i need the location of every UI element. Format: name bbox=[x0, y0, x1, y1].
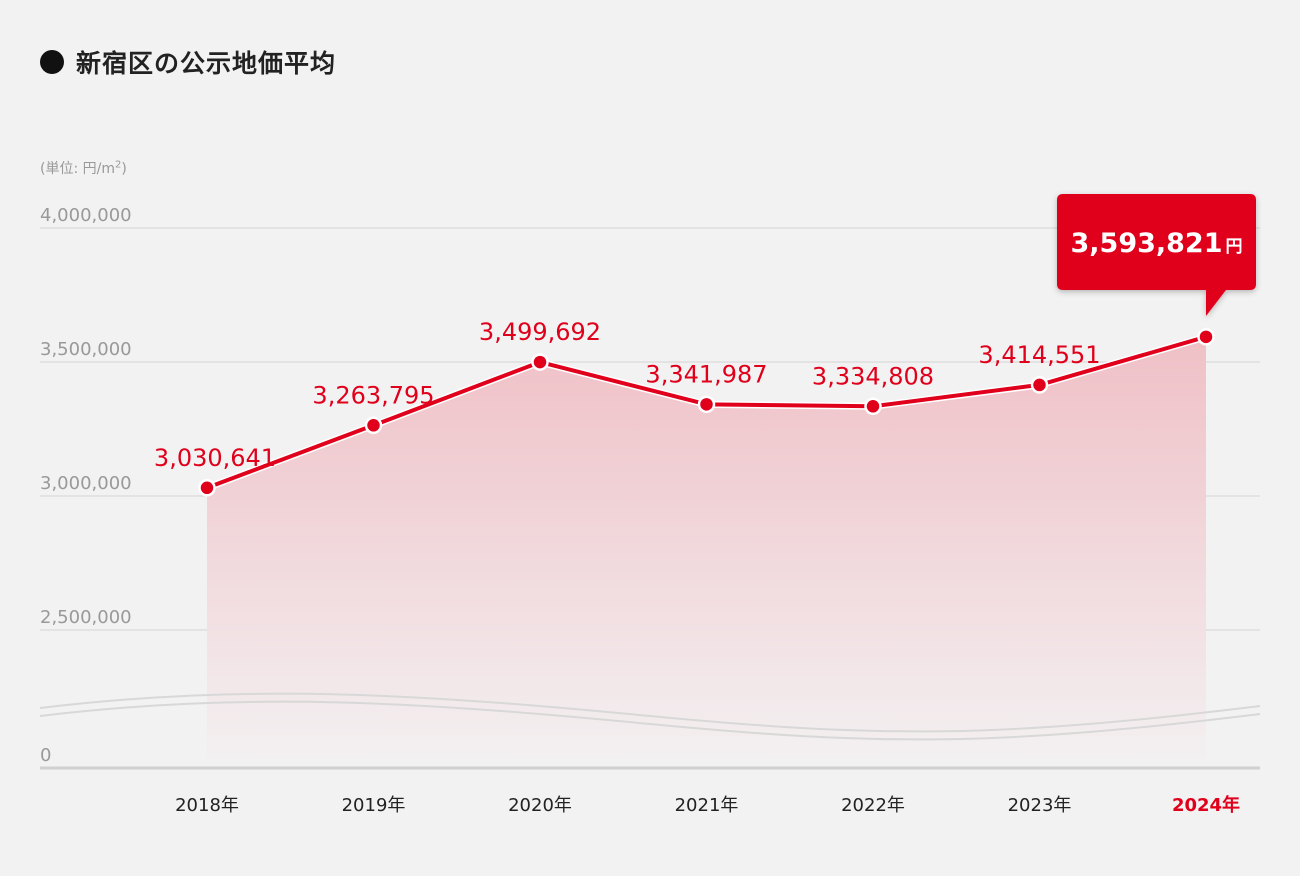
y-tick-label: 0 bbox=[40, 745, 51, 766]
axis-break-line bbox=[39, 692, 1261, 733]
chart-title-block: 新宿区の公示地価平均 bbox=[40, 44, 336, 80]
chart-title: 新宿区の公示地価平均 bbox=[76, 49, 337, 78]
axis-break-line bbox=[39, 700, 1261, 741]
y-tick-label: 4,000,000 bbox=[40, 205, 132, 226]
data-point bbox=[531, 353, 549, 371]
data-point bbox=[364, 416, 383, 435]
unit-label-close: ) bbox=[121, 161, 127, 177]
x-tick-label: 2023年 bbox=[1008, 795, 1072, 816]
data-point bbox=[864, 397, 882, 416]
highlight-unit-label: 円 bbox=[1226, 237, 1243, 257]
unit-label-superscript: 2 bbox=[114, 159, 122, 171]
data-point bbox=[1030, 376, 1049, 394]
unit-label: (単位: 円/m2) bbox=[40, 158, 127, 178]
area-fill bbox=[207, 336, 1206, 760]
data-point bbox=[697, 395, 716, 414]
unit-label-text: (単位: 円/m bbox=[40, 161, 115, 177]
y-tick-label: 3,500,000 bbox=[40, 339, 132, 360]
y-tick-label: 2,500,000 bbox=[40, 607, 132, 628]
bullet-icon bbox=[40, 50, 64, 74]
data-label: 3,030,641 bbox=[154, 444, 276, 472]
x-tick-label: 2019年 bbox=[342, 795, 406, 816]
x-tick-label: 2022年 bbox=[841, 795, 905, 816]
data-label: 3,341,987 bbox=[645, 360, 767, 388]
data-point bbox=[1197, 328, 1215, 346]
data-label: 3,499,692 bbox=[479, 318, 601, 346]
x-tick-label: 2020年 bbox=[508, 795, 572, 816]
data-label: 3,414,551 bbox=[978, 341, 1100, 369]
x-tick-label: 2021年 bbox=[675, 795, 739, 816]
data-label: 3,334,808 bbox=[812, 362, 934, 390]
x-tick-label: 2024年 bbox=[1172, 794, 1240, 816]
x-tick-label: 2018年 bbox=[175, 795, 239, 816]
highlight-callout-box bbox=[1057, 194, 1256, 316]
y-tick-label: 3,000,000 bbox=[40, 473, 132, 494]
data-label: 3,263,795 bbox=[312, 381, 434, 409]
highlight-value-label: 3,593,821 bbox=[1070, 228, 1222, 259]
data-point bbox=[198, 479, 216, 497]
